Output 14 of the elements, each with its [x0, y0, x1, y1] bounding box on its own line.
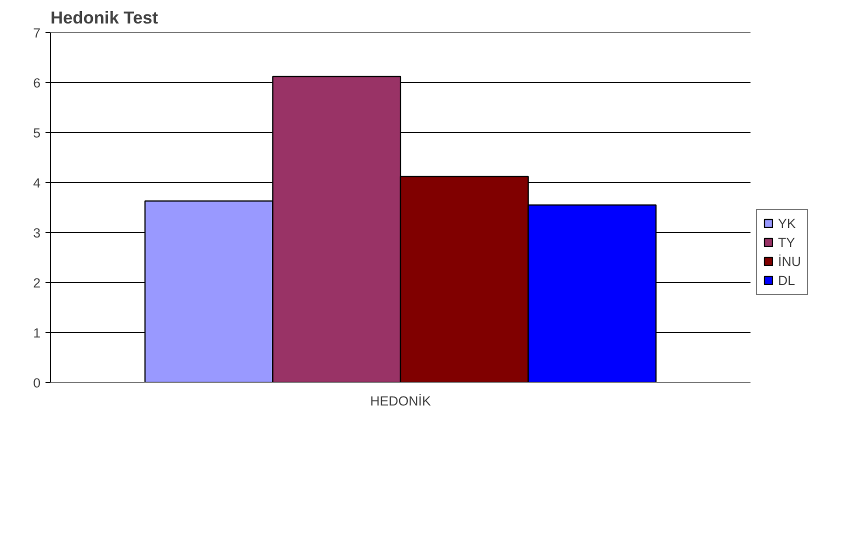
legend-label: TY: [778, 234, 796, 250]
y-tick-label: 3: [33, 226, 41, 240]
legend-label: YK: [778, 216, 797, 230]
y-tick-label: 0: [33, 376, 41, 390]
y-tick-label: 4: [33, 176, 42, 190]
y-tick-label: 6: [33, 76, 41, 90]
y-tick-label: 2: [33, 276, 41, 290]
y-tick-label: 1: [33, 326, 41, 340]
legend-label: İNU: [778, 254, 801, 268]
y-tick-label: 5: [33, 126, 41, 140]
chart-title: Hedonik Test: [50, 8, 158, 28]
legend-label: DL: [778, 272, 796, 288]
x-tick-label: HEDONİK: [370, 394, 431, 408]
y-tick-label: 7: [33, 26, 41, 40]
